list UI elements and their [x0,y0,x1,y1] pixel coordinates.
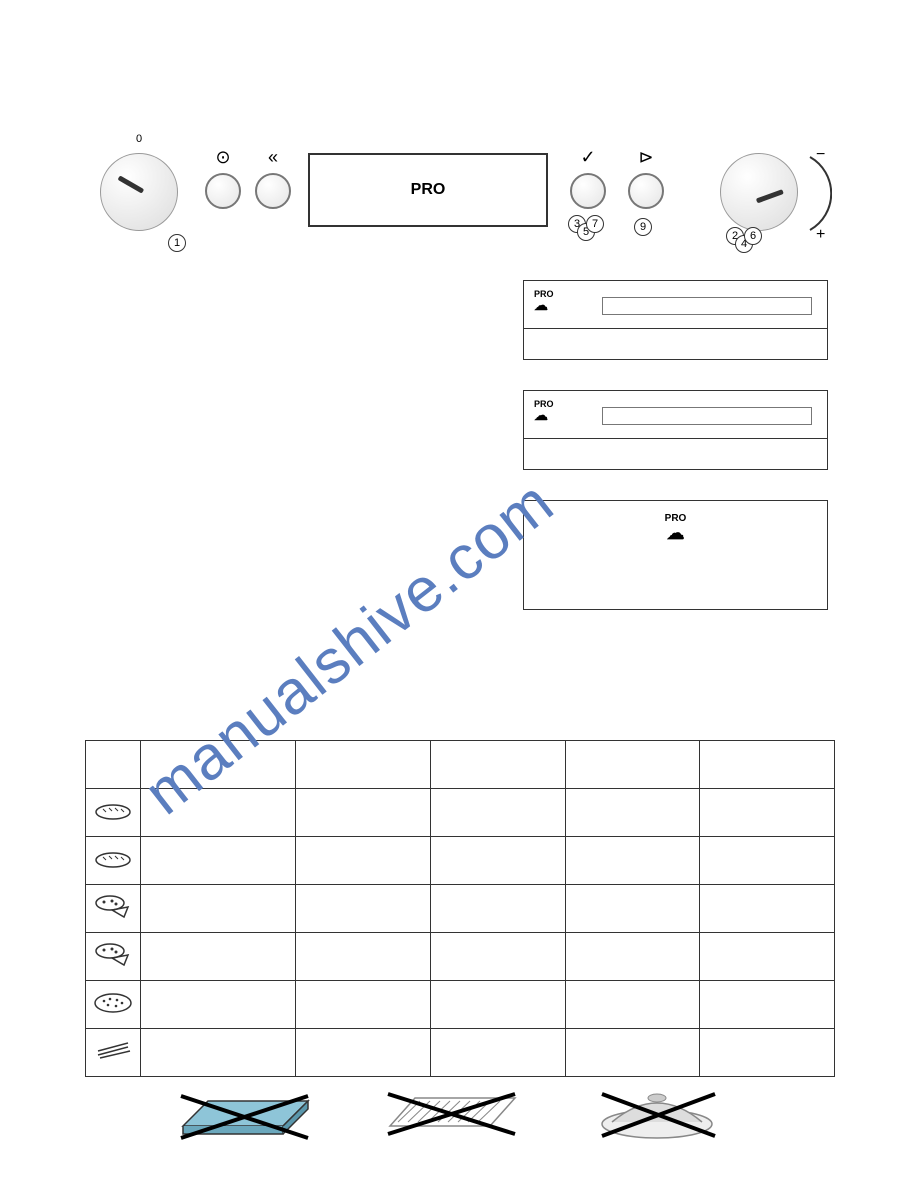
plus-icon: + [816,226,825,243]
minus-icon: − [816,146,825,163]
control-panel: 0 ⊙ « PRO ✓ ⊳ − + 1 3 5 7 9 2 4 6 [100,115,820,215]
confirm-button[interactable] [570,173,606,209]
display-state-3: PRO ☁ [523,500,828,610]
table-row [86,837,835,885]
table-row [86,789,835,837]
do-not-use-accessories [140,1076,760,1166]
display-state-1: PRO ☁ [523,280,828,360]
wire-rack-crossed [370,1076,530,1156]
back-icon: « [255,147,291,168]
check-icon: ✓ [570,147,606,168]
pro-icon: PRO ☁ [534,399,554,422]
table-row [86,1029,835,1077]
baking-tray-crossed [163,1076,323,1156]
pro-icon: ☁ [667,523,685,543]
plus-minus-arc: − + [802,145,832,245]
step-indicator-9: 9 [634,217,652,236]
table-row [86,981,835,1029]
pizza-icon [86,933,141,981]
display-screen: PRO [308,153,548,227]
back-button[interactable] [255,173,291,209]
adjust-knob[interactable] [720,153,798,231]
bread-icon [86,837,141,885]
table-header-row [86,741,835,789]
table-row [86,885,835,933]
pizza-icon [86,885,141,933]
stop-button[interactable] [205,173,241,209]
mode-knob[interactable] [100,153,178,231]
stop-icon: ⊙ [205,147,241,168]
play-icon: ⊳ [628,147,664,168]
start-button[interactable] [628,173,664,209]
display-state-2: PRO ☁ [523,390,828,470]
breadsticks-icon [86,1029,141,1077]
cover-lid-crossed [577,1076,737,1156]
bread-icon [86,789,141,837]
progress-bar [602,407,812,425]
zero-marker: 0 [136,133,142,145]
recipe-table [85,740,835,1077]
pastry-icon [86,981,141,1029]
step-indicator-1: 1 [168,233,186,252]
progress-bar [602,297,812,315]
pro-icon: PRO ☁ [534,289,554,312]
table-row [86,933,835,981]
